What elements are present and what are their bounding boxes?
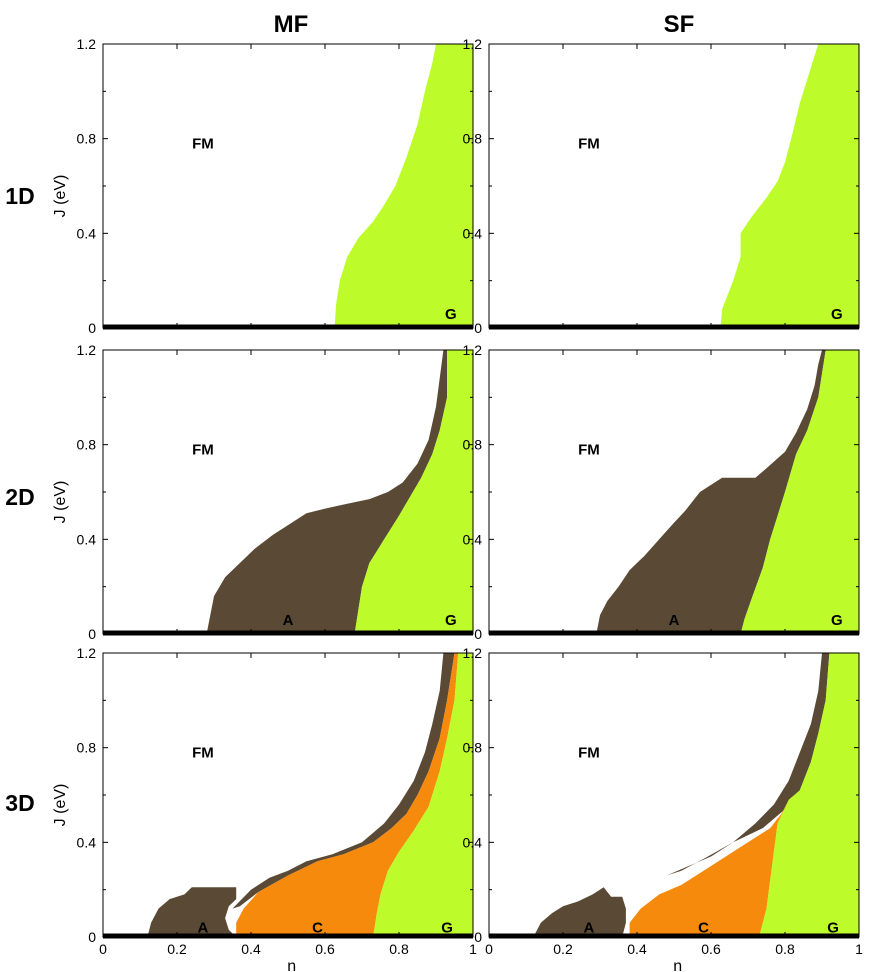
x-tick-label: 0 <box>485 941 493 957</box>
region-a <box>666 653 830 876</box>
region-label-a: A <box>197 920 208 937</box>
x-tick-label: 1 <box>855 941 863 957</box>
region-a <box>596 350 826 634</box>
x-axis-label: n <box>673 958 682 972</box>
y-tick-label: 0.8 <box>77 437 97 453</box>
y-tick-label: 0 <box>474 320 482 336</box>
panel-3d-sf: 0 0.4 0.8 1.2 0 0.2 0.4 0.6 0.8 1 n FM A C G <box>463 645 864 972</box>
region-label-g: G <box>831 612 843 629</box>
x-tick-label: 0.8 <box>775 941 795 957</box>
x-tick-label: 0.6 <box>315 941 335 957</box>
y-tick-label: 0.8 <box>77 131 97 147</box>
region-label-c: C <box>698 920 709 937</box>
region-label-g: G <box>831 306 843 323</box>
x-tick-label: 0.4 <box>241 941 261 957</box>
region-label-fm: FM <box>578 744 600 761</box>
y-tick-label: 0.4 <box>463 225 483 241</box>
region-label-g: G <box>445 306 457 323</box>
x-tick-label: 0.6 <box>701 941 721 957</box>
y-tick-label: 0.4 <box>463 531 483 547</box>
x-tick-label: 0.4 <box>627 941 647 957</box>
y-tick-label: 0.8 <box>77 740 97 756</box>
y-axis-label: J (eV) <box>52 784 69 827</box>
region-label-g: G <box>441 920 453 937</box>
y-tick-label: 0.8 <box>463 740 483 756</box>
y-tick-label: 0 <box>474 929 482 945</box>
column-title-mf: MF <box>274 11 309 38</box>
y-tick-label: 1.2 <box>463 342 483 358</box>
region-g <box>354 350 473 634</box>
y-tick-label: 1.2 <box>463 645 483 661</box>
x-tick-label: 1 <box>469 941 477 957</box>
y-tick-label: 0 <box>474 626 482 642</box>
panel-3d-mf: 0 0.4 0.8 1.2 J (eV) 0 0.2 0.4 0.6 0.8 1 n FM A C G <box>52 645 477 972</box>
region-g <box>334 44 473 328</box>
y-tick-label: 1.2 <box>77 342 97 358</box>
y-tick-label: 0.8 <box>463 437 483 453</box>
x-axis-label: n <box>287 958 296 972</box>
y-tick-label: 0.4 <box>77 834 97 850</box>
y-tick-label: 0.4 <box>77 225 97 241</box>
y-tick-label: 1.2 <box>77 36 97 52</box>
x-tick-label: 0.8 <box>389 941 409 957</box>
column-title-sf: SF <box>664 11 695 38</box>
region-g <box>373 653 473 937</box>
region-label-c: C <box>312 920 323 937</box>
panel-2d-mf: 0 0.4 0.8 1.2 J (eV) FM A G <box>52 342 474 642</box>
region-g <box>759 653 859 937</box>
y-tick-label: 1.2 <box>77 645 97 661</box>
region-label-fm: FM <box>578 135 600 152</box>
y-tick-label: 0.4 <box>77 531 97 547</box>
x-tick-label: 0 <box>99 941 107 957</box>
region-label-g: G <box>827 920 839 937</box>
region-a <box>206 350 448 634</box>
region-label-g: G <box>445 612 457 629</box>
region-label-fm: FM <box>192 744 214 761</box>
panel-2d-sf: 0 0.4 0.8 1.2 FM A G <box>463 342 860 642</box>
row-label-1d: 1D <box>5 183 34 209</box>
region-a <box>533 887 626 937</box>
region-label-fm: FM <box>578 441 600 458</box>
region-a <box>147 887 237 937</box>
panel-1d-mf: 0 0.4 0.8 1.2 J (eV) FM G <box>52 36 474 336</box>
region-label-a: A <box>583 920 594 937</box>
y-tick-label: 0 <box>88 626 96 642</box>
region-g <box>720 44 859 328</box>
region-label-a: A <box>669 612 680 629</box>
region-c <box>236 653 459 937</box>
y-axis-label: J (eV) <box>52 175 69 218</box>
panel-1d-sf: 0 0.4 0.8 1.2 FM G <box>463 36 860 336</box>
panels-group: 0 0.4 0.8 1.2 J (eV) FM G 0 0.4 0.8 1.2 FM G 0 0.4 0.8 1… <box>52 36 863 972</box>
y-tick-label: 1.2 <box>463 36 483 52</box>
region-c <box>629 799 789 937</box>
region-label-fm: FM <box>192 441 214 458</box>
row-label-2d: 2D <box>5 484 34 510</box>
y-axis-label: J (eV) <box>52 481 69 524</box>
x-tick-label: 0.2 <box>167 941 187 957</box>
y-tick-label: 0 <box>88 929 96 945</box>
region-g <box>740 350 859 634</box>
y-tick-label: 0.4 <box>463 834 483 850</box>
y-tick-label: 0.8 <box>463 131 483 147</box>
x-tick-label: 0.2 <box>553 941 573 957</box>
y-tick-label: 0 <box>88 320 96 336</box>
region-label-fm: FM <box>192 135 214 152</box>
region-label-a: A <box>283 612 294 629</box>
row-label-3d: 3D <box>5 790 34 816</box>
